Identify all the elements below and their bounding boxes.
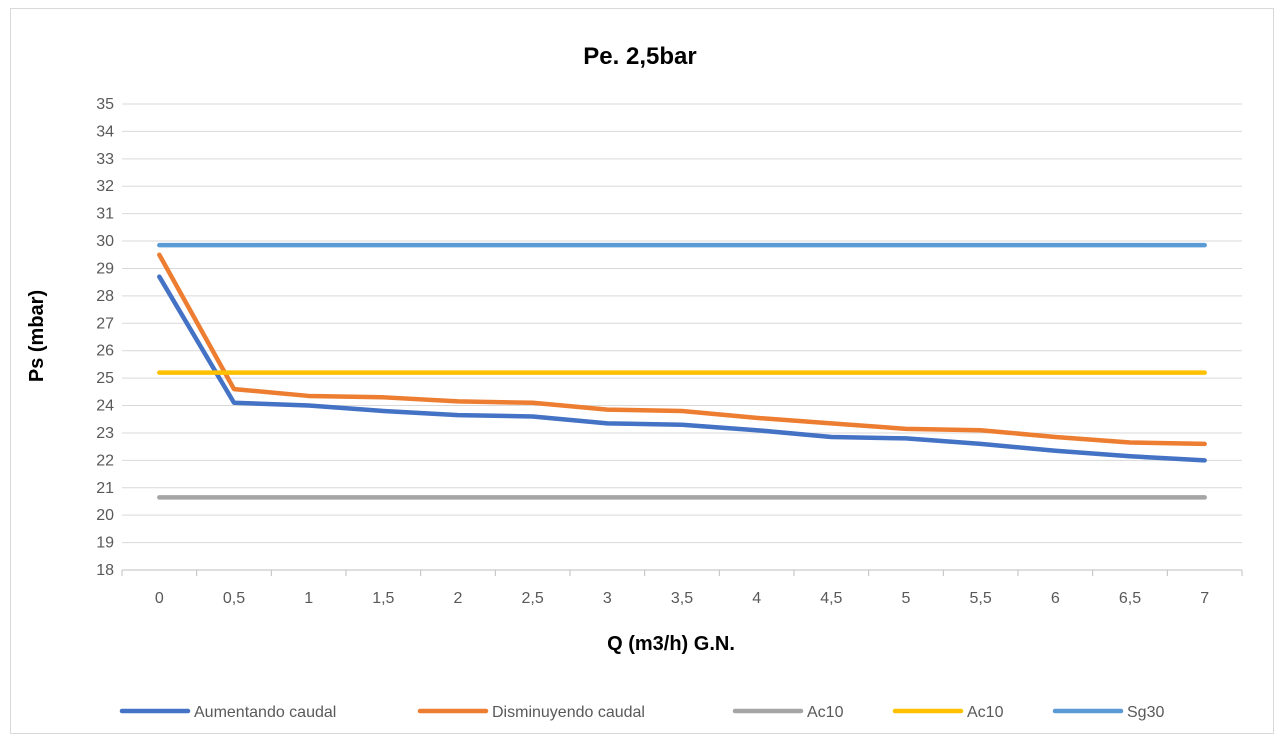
legend-label: Disminuyendo caudal xyxy=(492,704,645,721)
x-tick-label: 4,5 xyxy=(820,590,842,607)
y-tick-label: 20 xyxy=(96,507,114,524)
legend-label: Aumentando caudal xyxy=(194,704,336,721)
y-tick-label: 24 xyxy=(96,398,114,415)
y-tick-label: 21 xyxy=(96,480,114,497)
y-tick-label: 34 xyxy=(96,123,114,140)
y-tick-label: 32 xyxy=(96,178,114,195)
y-tick-label: 28 xyxy=(96,288,114,305)
series-line-1 xyxy=(157,274,1207,463)
legend-label: Sg30 xyxy=(1127,704,1164,721)
x-tick-label: 0,5 xyxy=(223,590,245,607)
x-tick-label: 4 xyxy=(752,590,761,607)
series-line-2 xyxy=(157,252,1207,447)
y-axis-ticks: 18 19 20 21 22 23 24 25 26 27 28 29 30 31 32 33 34 35 xyxy=(96,96,114,579)
x-tick-label: 6,5 xyxy=(1119,590,1141,607)
x-tick-label: 2,5 xyxy=(522,590,544,607)
x-tick-label: 2 xyxy=(454,590,463,607)
legend: Aumentando caudal Disminuyendo caudal Ac10… xyxy=(119,704,1164,721)
x-tick-label: 3,5 xyxy=(671,590,693,607)
chart-title: Pe. 2,5bar xyxy=(583,43,696,70)
y-tick-label: 18 xyxy=(96,562,114,579)
x-tick-label: 3 xyxy=(603,590,612,607)
x-axis-ticks: 0 0,5 1 1,5 2 2,5 3 3,5 4 4,5 5 5,5 6 6,5 7 xyxy=(121,570,1243,607)
y-tick-label: 23 xyxy=(96,425,114,442)
y-tick-label: 30 xyxy=(96,233,114,250)
y-tick-label: 33 xyxy=(96,151,114,168)
y-tick-label: 29 xyxy=(96,260,114,277)
x-tick-label: 5 xyxy=(902,590,911,607)
x-tick-label: 7 xyxy=(1200,590,1209,607)
gridlines xyxy=(122,103,1242,571)
y-tick-label: 35 xyxy=(96,96,114,113)
legend-label: Ac10 xyxy=(807,704,844,721)
y-tick-label: 26 xyxy=(96,343,114,360)
legend-label: Ac10 xyxy=(967,704,1004,721)
x-tick-label: 6 xyxy=(1051,590,1060,607)
x-tick-label: 1 xyxy=(304,590,313,607)
series-lines xyxy=(157,242,1207,500)
y-tick-label: 22 xyxy=(96,452,114,469)
x-tick-label: 1,5 xyxy=(372,590,394,607)
x-tick-label: 5,5 xyxy=(970,590,992,607)
x-axis-title: Q (m3/h) G.N. xyxy=(607,633,735,655)
y-tick-label: 25 xyxy=(96,370,114,387)
y-axis-title: Ps (mbar) xyxy=(26,290,48,382)
x-tick-label: 0 xyxy=(155,590,164,607)
y-tick-label: 27 xyxy=(96,315,114,332)
y-tick-label: 31 xyxy=(96,206,114,223)
y-tick-label: 19 xyxy=(96,535,114,552)
